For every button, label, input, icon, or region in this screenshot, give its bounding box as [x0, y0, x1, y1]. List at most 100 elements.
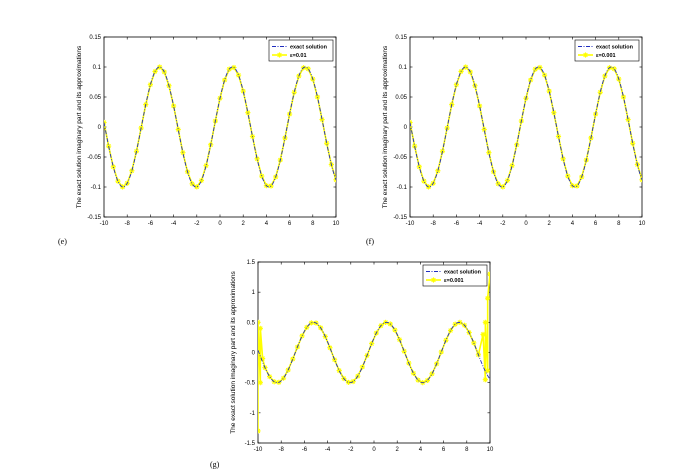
approximation-marker	[481, 126, 487, 133]
exact-solution-line	[104, 66, 336, 188]
y-axis-label: The exact solution imaginary part and it…	[382, 45, 389, 208]
y-tick-label: 1.5	[247, 260, 256, 266]
approximation-marker	[147, 82, 153, 88]
x-tick-label: 4	[571, 221, 575, 227]
approximation-marker	[258, 319, 261, 325]
x-tick-label: -6	[454, 221, 460, 227]
approximation-marker	[435, 168, 441, 174]
x-tick-label: 6	[442, 447, 446, 453]
x-tick-label: 6	[288, 221, 292, 227]
approximation-marker	[198, 177, 205, 184]
x-tick-label: 6	[594, 221, 598, 227]
y-tick-label: 0	[404, 125, 408, 131]
y-axis-label: The exact solution imaginary part and it…	[76, 45, 83, 208]
x-tick-label: -10	[406, 221, 415, 227]
y-tick-label: -0.5	[245, 381, 256, 387]
approximation-marker	[175, 126, 181, 133]
y-tick-label: 1	[252, 290, 256, 296]
y-tick-label: 0.05	[395, 95, 407, 101]
chart-panel-g: -10 -8 -6 -4 -2 0 2 4 6 8 10 -1.5 -1 -0.5 0 0.5 1 1.5 The …	[210, 260, 494, 469]
x-tick-label: -10	[254, 447, 263, 453]
y-axis-label: The exact solution imaginary part and it…	[230, 270, 237, 433]
approximation-marker	[447, 327, 454, 334]
plot-area-frame	[409, 36, 643, 218]
approximation-marker	[333, 177, 336, 183]
plot-area-frame	[257, 261, 491, 444]
y-tick-label: 0.05	[89, 95, 101, 101]
approximation-marker	[280, 375, 287, 381]
legend-marker-approx	[276, 52, 283, 58]
x-tick-label: 8	[465, 447, 469, 453]
legend: exact solution ε=0.001	[422, 264, 488, 287]
approximation-marker	[299, 333, 305, 339]
x-tick-label: -6	[302, 447, 308, 453]
approximation-marker	[290, 356, 296, 362]
y-tick-label: 0.5	[247, 320, 256, 326]
legend-marker-approx	[582, 52, 589, 58]
x-tick-label: 10	[639, 221, 646, 227]
approximation-marker	[438, 349, 444, 355]
approximation-marker	[235, 72, 242, 78]
x-tick-label: -2	[194, 221, 200, 227]
approximation-marker	[421, 178, 427, 184]
x-tick-label: 8	[617, 221, 621, 227]
approximation-marker	[171, 103, 177, 109]
x-tick-label: -2	[348, 447, 354, 453]
x-tick-label: 2	[242, 221, 246, 227]
x-tick-label: 0	[372, 447, 376, 453]
approximation-marker	[485, 368, 490, 374]
approximation-marker	[222, 77, 228, 83]
approximation-marker	[157, 64, 163, 70]
x-tick-label: 10	[487, 447, 494, 453]
approximation-marker	[369, 340, 375, 347]
approximation-marker	[410, 370, 417, 376]
y-tick-label: 0.15	[395, 35, 407, 41]
approximation-marker	[327, 345, 333, 351]
exact-solution-line	[410, 66, 642, 188]
approximation-marker	[336, 367, 342, 374]
approximation-marker	[471, 340, 477, 346]
x-tick-label: -4	[325, 447, 331, 453]
approximation-marker	[504, 177, 511, 184]
legend-label-exact: exact solution	[596, 45, 634, 51]
approximation-marker	[267, 373, 273, 380]
x-tick-label: -8	[279, 447, 285, 453]
legend: exact solution ε=0.01	[268, 39, 334, 62]
legend: exact solution ε=0.001	[574, 39, 640, 62]
legend-label-exact: exact solution	[444, 270, 482, 276]
x-tick-label: -8	[431, 221, 437, 227]
approximation-marker	[350, 378, 356, 385]
approximation-marker	[528, 77, 534, 83]
x-tick-label: 0	[524, 221, 528, 227]
approximation-marker	[345, 379, 352, 386]
x-tick-label: 4	[419, 447, 423, 453]
approximation-marker	[485, 295, 490, 301]
x-tick-label: -8	[125, 221, 131, 227]
approximation-marker	[452, 321, 458, 327]
approximation-marker	[258, 380, 263, 386]
plot-area-frame	[103, 36, 337, 218]
y-tick-label: -1.5	[245, 441, 256, 447]
x-tick-label: 0	[218, 221, 222, 227]
panel-label: (e)	[58, 237, 67, 246]
panel-label: (g)	[210, 460, 220, 469]
plot-series	[104, 64, 336, 190]
exact-solution-line	[258, 321, 490, 384]
approximation-marker	[487, 271, 490, 277]
legend-label-exact: exact solution	[290, 45, 328, 51]
approximation-marker	[401, 348, 407, 354]
x-tick-label: -10	[100, 221, 109, 227]
y-tick-label: -0.1	[91, 185, 102, 191]
x-tick-label: 8	[311, 221, 315, 227]
approximation-marker	[463, 64, 469, 70]
x-tick-label: -6	[148, 221, 154, 227]
y-tick-label: 0.1	[399, 65, 408, 71]
y-tick-label: 0	[252, 351, 256, 357]
approximation-marker	[258, 325, 263, 331]
approximation-marker	[429, 371, 435, 377]
y-tick-label: 0.1	[93, 65, 102, 71]
approximation-marker	[392, 327, 398, 333]
approximation-marker	[410, 119, 413, 126]
y-tick-label: -0.15	[87, 215, 101, 221]
